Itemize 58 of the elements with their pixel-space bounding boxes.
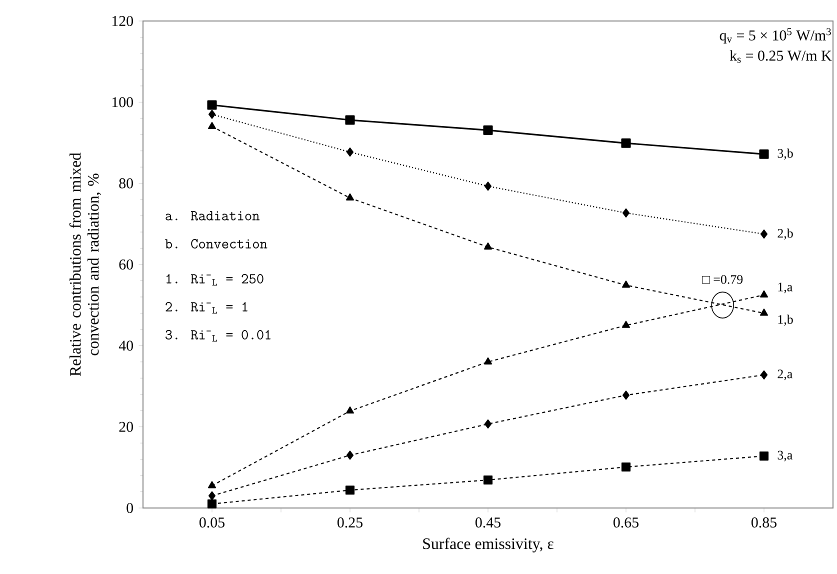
point	[346, 193, 354, 200]
y-tick-label: 120	[112, 16, 133, 26]
series-label: 3,b	[778, 148, 793, 160]
series-label: 1,b	[778, 314, 793, 326]
point	[622, 390, 630, 400]
point	[208, 481, 216, 488]
x-tick-label: 0.25	[337, 517, 362, 528]
point	[759, 149, 769, 159]
point	[207, 499, 217, 508]
series-label: 2,b	[778, 228, 793, 240]
point	[484, 357, 492, 364]
y-tick-label: 0	[126, 502, 133, 514]
point	[760, 290, 768, 298]
x-tick-label: 0.45	[475, 517, 500, 528]
x-axis-title: Surface emissivity, ε	[423, 538, 554, 552]
annotation: 3. Ri$^{-}$$_{L}$ = 0.01	[166, 330, 271, 342]
x-tick-label: 0.05	[199, 517, 224, 528]
annotation: k$_{s}$ = 0.25 W/m K	[730, 50, 832, 63]
series-label: 3,a	[778, 450, 792, 462]
point	[484, 419, 492, 429]
point	[346, 148, 354, 157]
point	[622, 280, 630, 288]
point	[208, 122, 216, 130]
point	[622, 208, 630, 218]
point	[483, 125, 493, 135]
point	[760, 230, 768, 239]
point	[622, 320, 630, 328]
y-tick-label: 20	[119, 422, 133, 432]
annotation: a. Radiation	[166, 211, 260, 220]
point	[484, 182, 492, 191]
x-tick-label: 0.85	[751, 517, 776, 528]
point	[760, 370, 768, 380]
annotation: 1. Ri$^{-}$$_{L}$ = 250	[166, 274, 264, 286]
series-label: 2,a	[778, 370, 792, 380]
annotation: b. Convection	[165, 239, 268, 249]
point	[345, 115, 355, 125]
x-tick-label: 0.65	[613, 517, 638, 528]
annotation: q$_{v}$ = 5 × 10$^{5}$ W/m$^{3}$	[720, 28, 831, 44]
point	[621, 462, 631, 472]
y-tick-label: 40	[118, 340, 133, 351]
annotation: □ =0.79	[702, 275, 743, 284]
point	[759, 452, 769, 461]
point	[621, 138, 631, 148]
point	[208, 110, 216, 119]
point	[208, 491, 216, 500]
series-label: 1,a	[778, 282, 792, 294]
point	[207, 100, 217, 110]
y-tick-label: 100	[112, 97, 133, 108]
point	[345, 486, 355, 495]
point	[760, 308, 768, 316]
point	[346, 450, 354, 460]
y-tick-label: 80	[119, 178, 133, 188]
point	[346, 406, 354, 414]
annotation: 2. Ri$^{-}$$_{L}$ = 1	[166, 302, 248, 314]
point	[484, 242, 492, 250]
point	[483, 475, 493, 485]
y-tick-label: 60	[119, 259, 133, 270]
y-axis-title: Relative contributions from mixed convection and radiation, %	[69, 152, 101, 376]
